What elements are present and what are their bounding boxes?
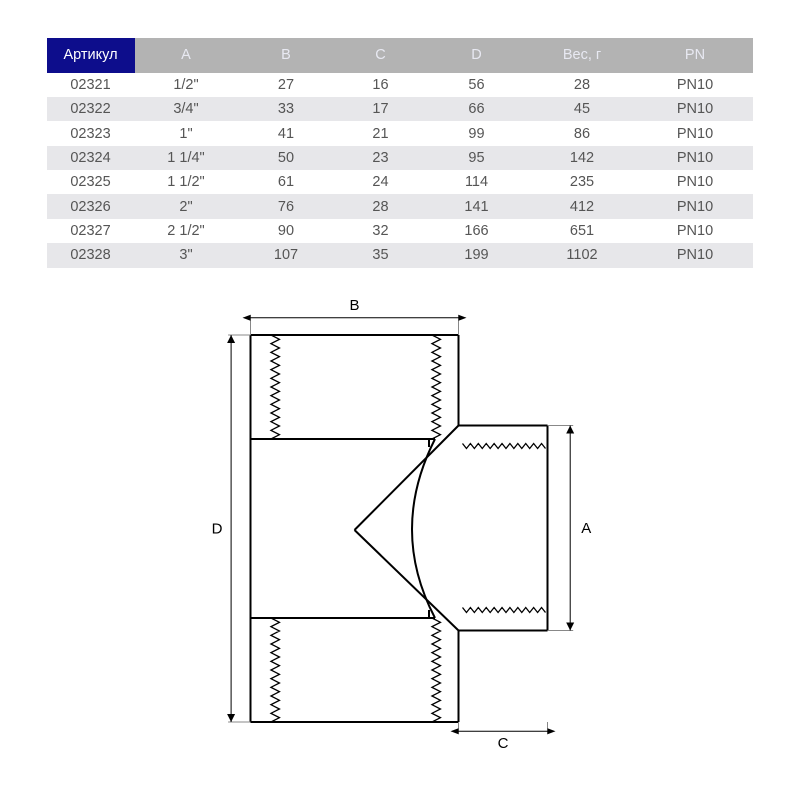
svg-text:B: B	[349, 297, 359, 314]
svg-text:C: C	[498, 735, 509, 752]
svg-text:D: D	[212, 521, 223, 538]
svg-text:A: A	[581, 520, 591, 537]
